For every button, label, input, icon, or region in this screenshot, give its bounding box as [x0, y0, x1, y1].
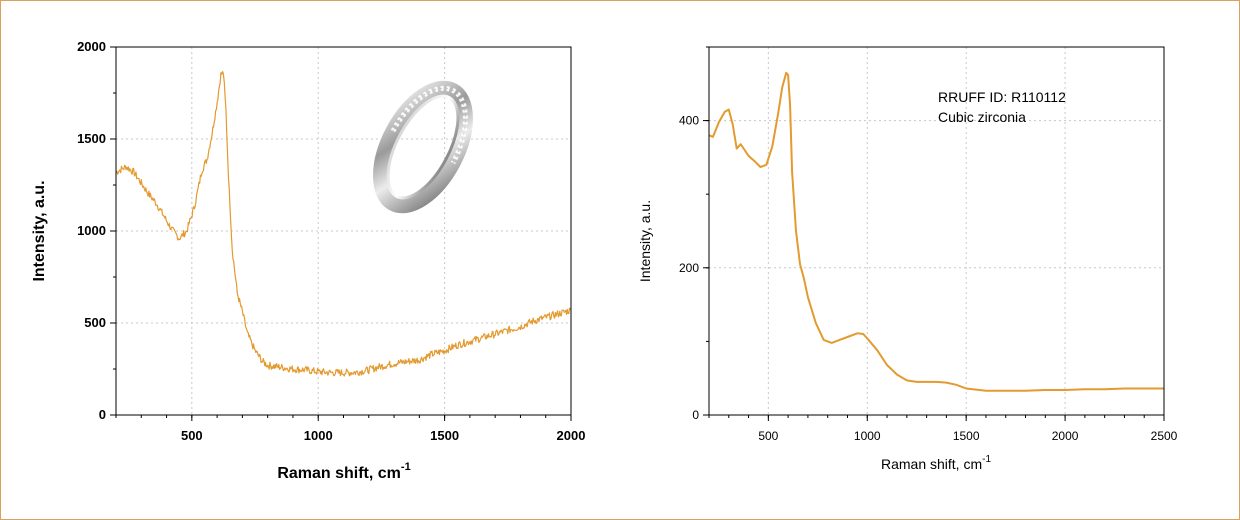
left-y-axis-label: Intensity, a.u.: [31, 180, 48, 281]
left-series: [115, 70, 572, 377]
left-y-tick-label: 0: [99, 407, 106, 422]
right-chart: 500 1000 1500 2000 2500 0 200 400 RRUFF ID: R11…: [637, 46, 1178, 472]
right-x-tick-label: 1000: [854, 429, 881, 443]
left-x-tick-label: 2000: [557, 428, 586, 443]
left-x-axis-label: Raman shift, cm-1: [277, 461, 410, 482]
left-series-line: [115, 70, 572, 377]
right-x-axis-label: Raman shift, cm-1: [881, 454, 991, 472]
mineral-name-annotation: Cubic zirconia: [938, 109, 1026, 125]
left-chart: 500 1000 1500 2000 0 500 1000 1500 2000 Raman sh…: [31, 39, 585, 482]
right-series: [708, 71, 1164, 392]
right-y-axis-label: Intensity, a.u.: [637, 200, 653, 282]
left-x-tick-label: 500: [181, 428, 203, 443]
right-grid: [709, 47, 1164, 415]
rruff-id-annotation: RRUFF ID: R110112: [938, 89, 1066, 105]
left-y-tick-label: 1500: [77, 131, 106, 146]
left-grid: [116, 47, 571, 415]
right-x-tick-label: 2500: [1151, 429, 1178, 443]
right-x-tick-label: 500: [758, 429, 778, 443]
right-x-tick-label: 2000: [1052, 429, 1079, 443]
left-plot-frame: [115, 46, 572, 416]
left-x-tick-label: 1000: [304, 428, 333, 443]
right-plot-frame: [708, 46, 1165, 416]
right-y-tick-label: 400: [679, 114, 699, 128]
right-ticks: 500 1000 1500 2000 2500 0 200 400: [679, 46, 1178, 443]
right-y-tick-label: 0: [692, 408, 699, 422]
left-y-tick-label: 500: [84, 315, 106, 330]
ring-image: [373, 80, 473, 214]
right-y-tick-label: 200: [679, 261, 699, 275]
right-x-tick-label: 1500: [953, 429, 980, 443]
left-y-tick-label: 1000: [77, 223, 106, 238]
left-ticks: 500 1000 1500 2000 0 500 1000 1500 2000: [77, 39, 585, 443]
right-series-line: [708, 71, 1164, 392]
left-x-tick-label: 1500: [430, 428, 459, 443]
left-y-tick-label: 2000: [77, 39, 106, 54]
